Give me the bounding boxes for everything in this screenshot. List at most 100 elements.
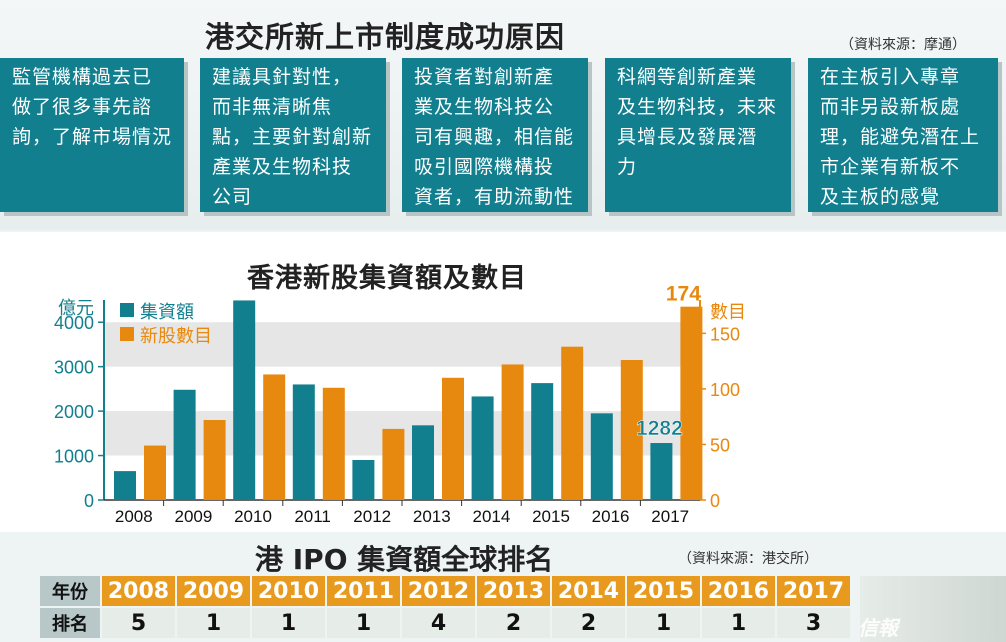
reason-line: 公司 <box>212 186 253 208</box>
bar-count-2014 <box>501 364 524 500</box>
year-cell: 2014 <box>552 576 625 606</box>
left-axis-label: 億元 <box>58 298 94 319</box>
reason-line: 科網等創新產業 <box>617 66 758 88</box>
bar-fund-2011 <box>292 384 315 500</box>
reason-box-5: 在主板引入專章 而非另設新板處 理，能避免潛在上 市企業有新板不 及主板的感覺 <box>808 58 998 212</box>
reasons-source: （資料來源：摩通） <box>840 37 966 53</box>
x-tick-label: 2012 <box>353 507 391 526</box>
rank-cell: 1 <box>627 608 700 638</box>
reason-line: 點，主要針對創新 <box>212 126 373 148</box>
chart-title: 香港新股集資額及數目 <box>247 263 527 294</box>
bar-count-2012 <box>382 428 405 500</box>
reason-line: 力 <box>617 156 638 178</box>
reason-line: 理，能避免潛在上 <box>820 126 981 148</box>
year-cell: 2015 <box>627 576 700 606</box>
reason-line: 產業及生物科技 <box>212 156 353 178</box>
x-tick-label: 2015 <box>532 507 570 526</box>
reason-line: 建議具針對性， <box>212 66 353 88</box>
ranking-title: 港 IPO 集資額全球排名 <box>255 543 554 576</box>
bar-fund-2013 <box>412 425 434 500</box>
reasons-title: 港交所新上市制度成功原因 <box>205 20 566 54</box>
rank-cell: 1 <box>327 608 400 638</box>
legend-label-count: 新股數目 <box>140 326 212 347</box>
reason-box-2: 建議具針對性， 而非無清晰焦點，主要針對創新 產業及生物科技 公司 <box>200 58 386 212</box>
x-tick-label: 2013 <box>413 507 451 526</box>
bar-fund-2016 <box>590 413 613 500</box>
annotation-174: 174 <box>666 283 701 306</box>
year-row: 年份 2008 2009 2010 2011 2012 2013 2014 2015 2016 2… <box>40 576 860 606</box>
bar-count-2013 <box>442 377 464 500</box>
rank-cell: 5 <box>102 608 175 638</box>
reason-line: 及生物科技，未來 <box>617 96 778 118</box>
reason-line: 在主板引入專章 <box>820 66 961 88</box>
bar-count-2015 <box>561 346 584 500</box>
reason-line: 市企業有新板不 <box>820 156 961 178</box>
ranking-table: 年份 2008 2009 2010 2011 2012 2013 2014 2015 2016 2… <box>40 576 860 638</box>
legend-swatch-fund <box>120 303 134 317</box>
bar-fund-2010 <box>233 300 256 500</box>
reason-line: 而非無清晰焦 <box>212 96 333 118</box>
left-tick-label: 2000 <box>54 402 94 422</box>
x-tick-label: 2008 <box>115 507 153 526</box>
left-tick-label: 0 <box>84 491 94 511</box>
ranking-source: （資料來源：港交所） <box>678 551 818 567</box>
bar-fund-2009 <box>173 389 196 500</box>
legend-swatch-count <box>120 327 134 341</box>
rank-header: 排名 <box>40 608 100 638</box>
reason-line: 做了很多事先諮 <box>12 96 153 118</box>
bar-count-2011 <box>322 387 345 500</box>
year-cell: 2009 <box>177 576 250 606</box>
year-cell: 2010 <box>252 576 325 606</box>
x-tick-label: 2009 <box>174 507 212 526</box>
reason-box-3: 投資者對創新產 業及生物科技公 司有興趣，相信能 吸引國際機構投 資者，有助流動性 <box>402 58 588 212</box>
rank-cell: 3 <box>777 608 850 638</box>
year-cell: 2012 <box>402 576 475 606</box>
rank-cell: 4 <box>402 608 475 638</box>
brand-logo: 信報 <box>858 616 898 640</box>
annotation-1282: 1282 <box>636 417 683 440</box>
year-cell: 2008 <box>102 576 175 606</box>
chart-side-panel <box>755 232 1006 532</box>
x-tick-label: 2017 <box>651 507 689 526</box>
bar-fund-2008 <box>114 471 136 500</box>
x-tick-label: 2011 <box>294 507 331 526</box>
bar-count-2010 <box>263 374 286 500</box>
reason-line: 吸引國際機構投 <box>414 156 555 178</box>
year-cell: 2013 <box>477 576 550 606</box>
bar-count-2016 <box>620 360 643 500</box>
bar-count-2017 <box>680 306 703 500</box>
bar-fund-2012 <box>352 460 375 500</box>
reason-line: 而非另設新板處 <box>820 96 961 118</box>
grid-band <box>104 322 700 367</box>
reason-line: 詢，了解市場情況 <box>12 126 173 148</box>
right-tick-label: 50 <box>710 435 730 455</box>
rank-cell: 2 <box>552 608 625 638</box>
left-tick-label: 3000 <box>54 358 94 378</box>
reason-line: 具增長及發展潛 <box>617 126 758 148</box>
right-tick-label: 150 <box>710 324 740 344</box>
reason-box-4: 科網等創新產業 及生物科技，未來 具增長及發展潛力 <box>605 58 791 212</box>
x-tick-label: 2014 <box>472 507 510 526</box>
left-tick-label: 4000 <box>54 313 94 333</box>
bar-fund-2017 <box>650 443 673 500</box>
rank-cell: 2 <box>477 608 550 638</box>
right-tick-label: 0 <box>710 491 720 511</box>
year-cell: 2011 <box>327 576 400 606</box>
rank-cell: 1 <box>252 608 325 638</box>
right-tick-label: 100 <box>710 380 740 400</box>
bar-fund-2014 <box>471 396 494 500</box>
table-stripe <box>860 576 1006 642</box>
reason-line: 業及生物科技公 <box>414 96 555 118</box>
legend-label-fund: 集資額 <box>140 302 194 323</box>
reason-line: 及主板的感覺 <box>820 186 941 208</box>
right-axis-label: 數目 <box>710 302 746 323</box>
year-cell: 2017 <box>777 576 850 606</box>
rank-cell: 1 <box>702 608 775 638</box>
x-tick-label: 2016 <box>592 507 630 526</box>
reason-line: 監管機構過去已 <box>12 66 153 88</box>
x-tick-label: 2010 <box>234 507 272 526</box>
reason-line: 資者，有助流動性 <box>414 186 575 208</box>
reason-line: 投資者對創新產 <box>414 66 555 88</box>
